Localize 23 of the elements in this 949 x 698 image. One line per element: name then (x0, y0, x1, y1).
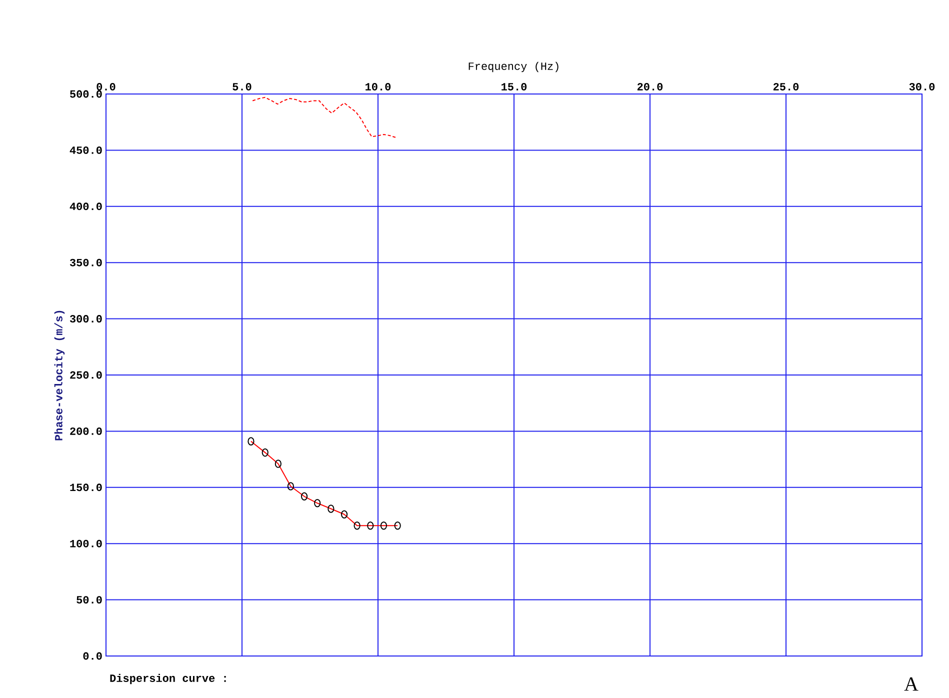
x-tick-label: 25.0 (773, 83, 799, 90)
text: A (904, 677, 918, 691)
y-tick-label: 0.0 (83, 652, 102, 660)
y-tick-label: 250.0 (70, 371, 102, 379)
y-tick-label: 100.0 (70, 540, 102, 548)
y-axis-title: Phase-velocity (m/s) (54, 310, 65, 440)
y-tick-label: 400.0 (70, 202, 102, 210)
x-tick-label: 20.0 (637, 83, 663, 90)
x-tick-label: 0.0 (96, 83, 116, 90)
text: Dispersion curve : (110, 674, 226, 684)
y-tick-label: 150.0 (70, 484, 102, 492)
x-tick-label: 5.0 (232, 83, 252, 90)
y-tick-label: 500.0 (70, 90, 102, 98)
y-tick-label: 450.0 (70, 146, 102, 154)
y-tick-label: 50.0 (76, 596, 102, 604)
line-series (252, 96, 398, 138)
x-tick-label: 30.0 (909, 82, 935, 90)
x-tick-label: 15.0 (502, 83, 527, 90)
y-tick-label: 300.0 (70, 315, 102, 323)
y-tick-label: 350.0 (70, 258, 102, 266)
x-axis-title: Frequency (Hz) (468, 62, 558, 72)
y-tick-label: 200.0 (70, 427, 102, 435)
x-tick-label: 10.0 (366, 83, 391, 90)
